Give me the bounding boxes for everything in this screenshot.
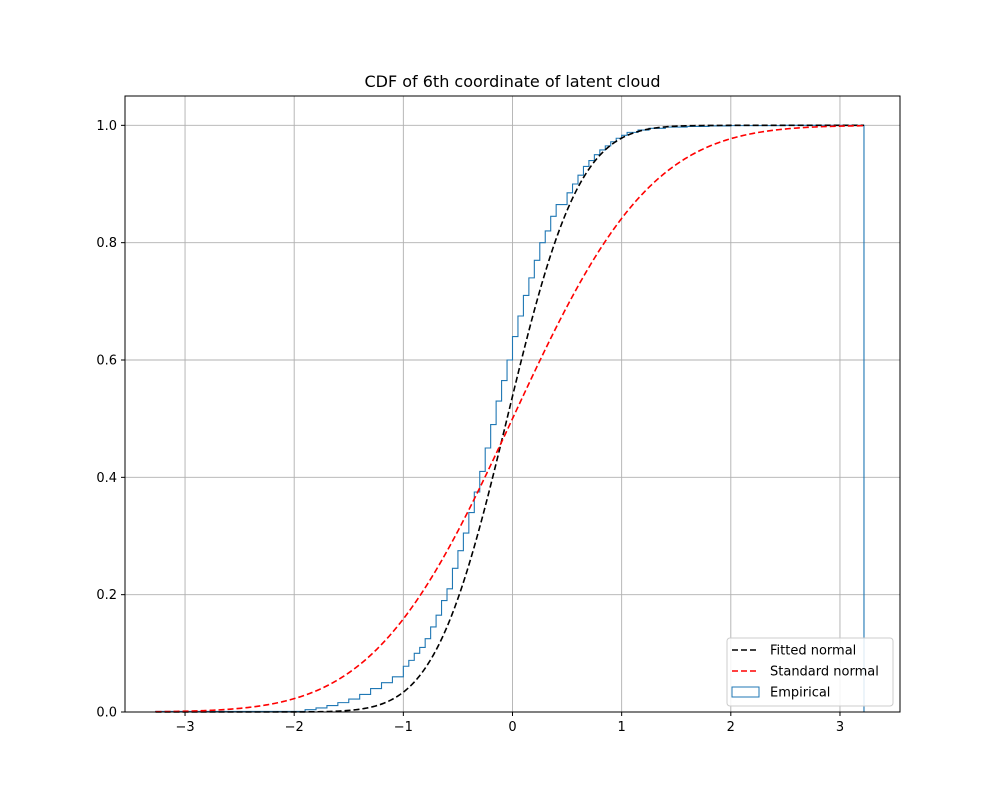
legend-box (726, 637, 894, 707)
y-tick-label: 1.0 (96, 119, 117, 134)
y-tick-label: 0.4 (96, 471, 117, 486)
legend: Fitted normal Standard normal Empirical (726, 637, 894, 707)
x-tick-label: −2 (285, 720, 304, 735)
x-tick-label: −1 (394, 720, 413, 735)
legend-label-empirical: Empirical (770, 686, 830, 701)
legend-label-standard-normal: Standard normal (770, 665, 879, 680)
x-tick-label: −3 (175, 720, 194, 735)
y-axis: 0.0 0.2 0.4 0.6 0.8 1.0 (96, 119, 125, 721)
x-tick-label: 1 (618, 720, 626, 735)
empirical-step-line (155, 124, 865, 712)
standard-normal-line (155, 124, 864, 713)
y-tick-label: 0.8 (96, 236, 117, 251)
y-tick-label: 0.6 (96, 354, 117, 369)
x-axis: −3 −2 −1 0 1 2 3 (175, 712, 844, 735)
legend-swatch-empirical (731, 686, 760, 698)
y-tick-label: 0.0 (96, 706, 117, 721)
x-tick-label: 2 (727, 720, 735, 735)
legend-label-fitted-normal: Fitted normal (770, 644, 856, 659)
x-tick-label: 0 (508, 720, 516, 735)
chart-title: CDF of 6th coordinate of latent cloud (364, 72, 660, 91)
y-tick-label: 0.2 (96, 588, 117, 603)
x-tick-label: 3 (836, 720, 844, 735)
